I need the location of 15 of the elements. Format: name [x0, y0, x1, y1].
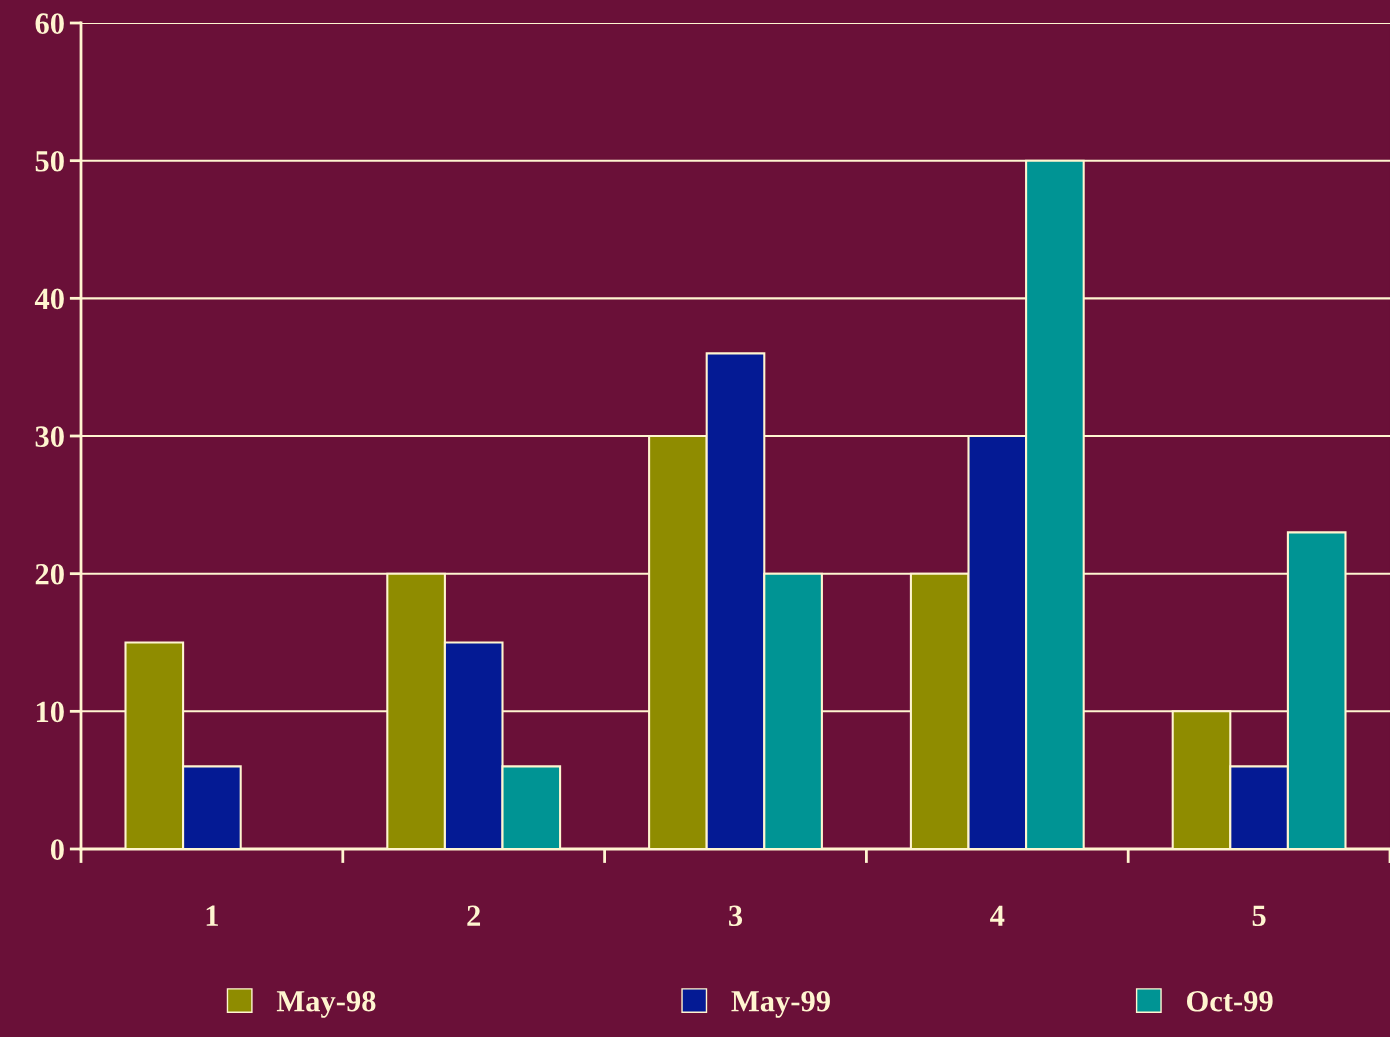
x-tick-label: 3 [729, 905, 743, 927]
legend-label: May-99 [731, 990, 830, 1018]
y-tick-label: 60 [35, 13, 64, 34]
y-tick-label: 50 [35, 150, 64, 172]
x-tick-label: 2 [467, 905, 481, 926]
y-tick-label: 10 [36, 701, 64, 723]
x-tick-label: 1 [206, 905, 218, 926]
x-tick-label: 4 [990, 905, 1005, 926]
y-tick-label: 30 [35, 426, 64, 447]
y-tick-label: 40 [34, 288, 64, 310]
y-tick-label: 20 [35, 563, 64, 585]
legend-label: Oct-99 [1186, 990, 1273, 1012]
y-tick-label: 0 [50, 839, 64, 860]
x-tick-label: 5 [1252, 905, 1266, 927]
legend-label: May-98 [276, 990, 376, 1018]
